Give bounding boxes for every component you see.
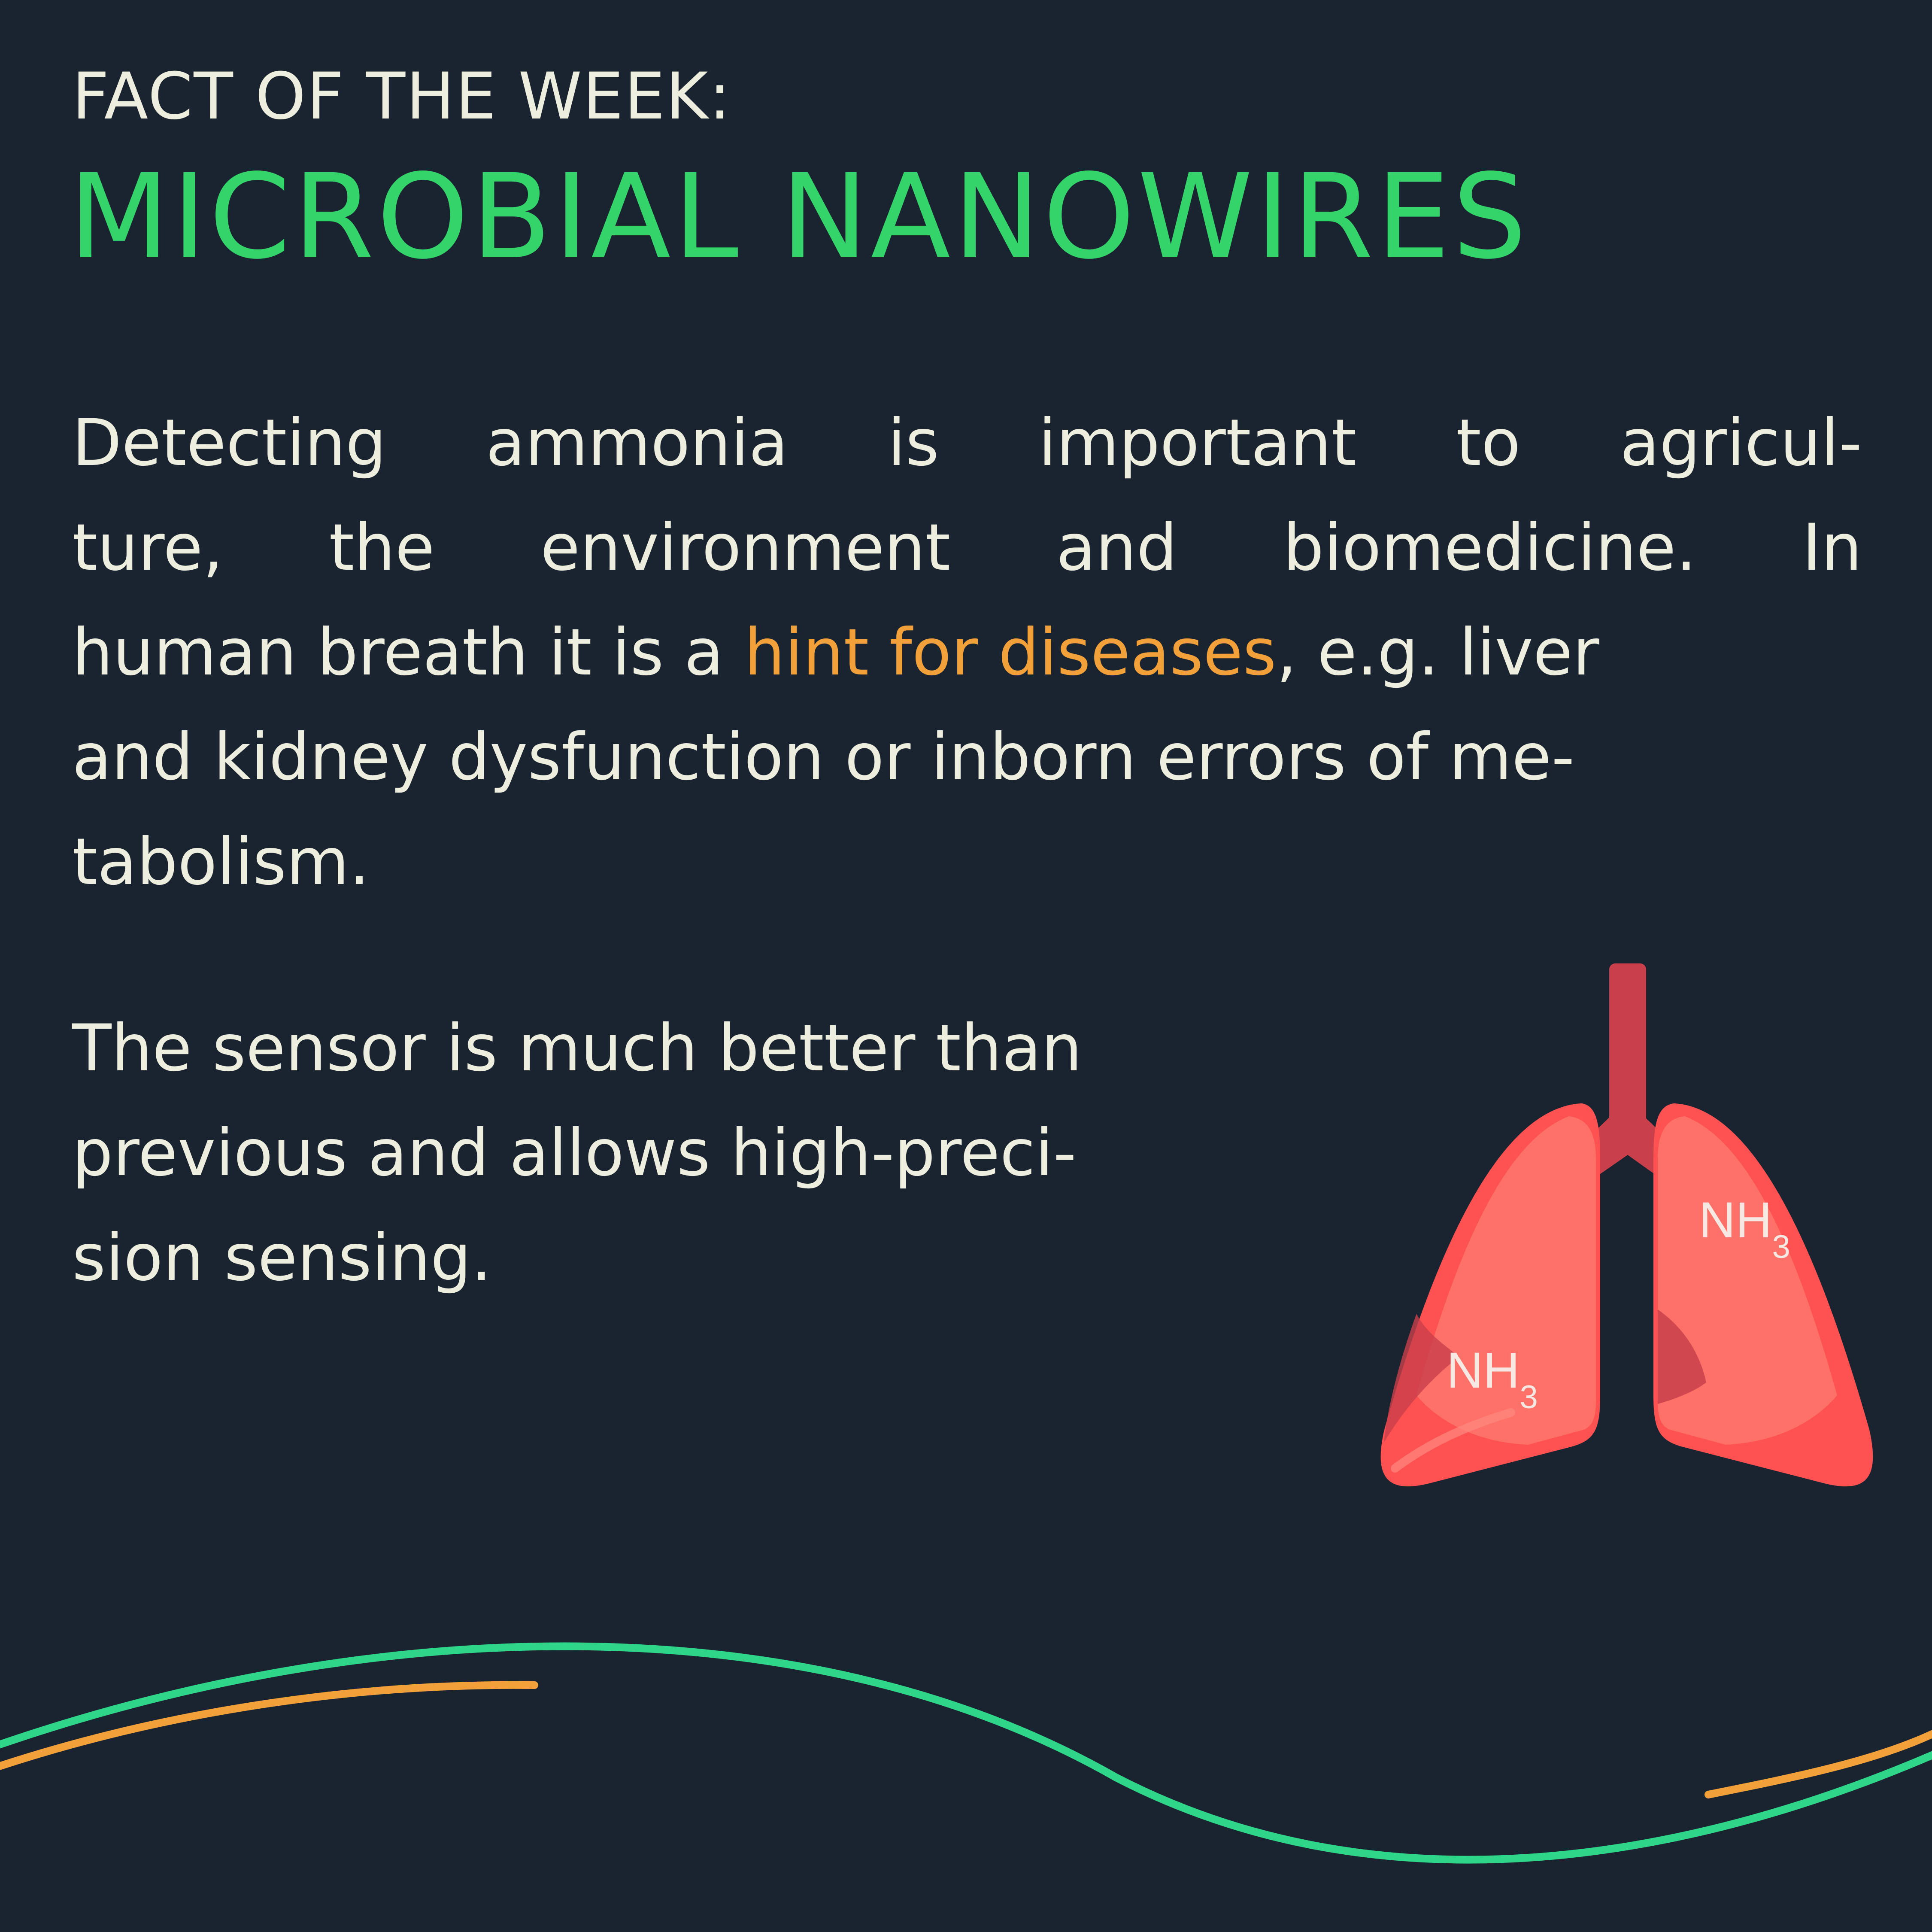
nh3-label-left: NH3 — [1447, 1342, 1538, 1416]
right-lung-shadow — [1658, 1309, 1706, 1404]
lungs-illustration: NH3 NH3 — [1380, 963, 1873, 1487]
left-lung-highlight — [1416, 1116, 1596, 1445]
paragraph-line: tabolism. — [72, 825, 370, 899]
paragraph-line: Detecting ammonia is important to agricu… — [72, 391, 1862, 495]
word: Detecting — [72, 406, 387, 480]
word: In — [1802, 510, 1862, 585]
word: important — [1038, 406, 1357, 480]
word: is — [887, 406, 939, 480]
paragraph-line: human breath it is a hint for diseases, … — [72, 600, 1862, 705]
orange-wave-left — [0, 1681, 538, 1770]
green-wave — [0, 1642, 1932, 1864]
orange-wave-right — [1705, 1730, 1932, 1798]
nh3-main: NH — [1699, 1192, 1772, 1249]
nh3-subscript: 3 — [1772, 1229, 1790, 1265]
word: ammonia — [485, 406, 789, 480]
nh3-subscript: 3 — [1520, 1379, 1538, 1416]
bronchi — [1588, 1116, 1666, 1176]
word: the — [329, 510, 435, 585]
word: ture, — [72, 510, 224, 585]
paragraph-sensor: The sensor is much better than previous … — [72, 996, 1317, 1310]
trachea — [1609, 963, 1646, 1135]
paragraph-line: previous and allows high-preci- — [72, 1116, 1077, 1191]
right-lung-highlight — [1658, 1116, 1837, 1445]
paragraph-line: The sensor is much better than — [72, 1011, 1082, 1086]
left-lung-shadow — [1384, 1314, 1459, 1443]
word: agricul- — [1620, 406, 1862, 480]
word: biomedicine. — [1283, 510, 1697, 585]
highlight-text: hint for diseases — [744, 615, 1277, 690]
word: and — [1056, 510, 1177, 585]
text-after-highlight: , e.g. liver — [1276, 615, 1599, 690]
nh3-label-right: NH3 — [1699, 1192, 1790, 1265]
word: environment — [540, 510, 951, 585]
page-title: MICROBIAL NANOWIRES — [69, 149, 1529, 285]
word: to — [1456, 406, 1521, 480]
paragraph-line: sion sensing. — [72, 1221, 492, 1295]
paragraph-line: and kidney dysfunction or inborn errors … — [72, 720, 1575, 795]
paragraph-line: ture, the environment and biomedicine. I… — [72, 495, 1862, 600]
kicker-label: FACT OF THE WEEK: — [72, 59, 732, 134]
text-before-highlight: human breath it is a — [72, 615, 744, 690]
left-lung-gloss — [1391, 1408, 1515, 1473]
paragraph-ammonia: Detecting ammonia is important to agricu… — [72, 391, 1862, 914]
nh3-main: NH — [1447, 1342, 1520, 1399]
